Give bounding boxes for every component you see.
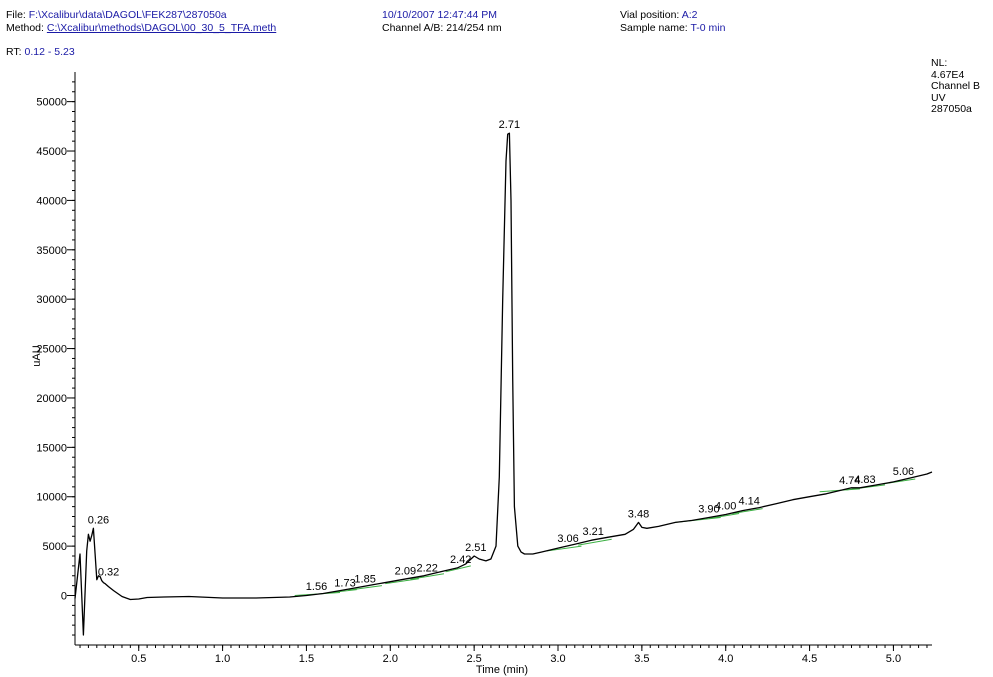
x-tick-label: 3.0 xyxy=(550,653,565,665)
y-tick-label: 10000 xyxy=(36,492,67,504)
peak-baseline xyxy=(708,513,740,519)
peak-label: 3.48 xyxy=(628,508,649,520)
method-row: Method: C:\Xcalibur\methods\DAGOL\00_30_… xyxy=(6,22,276,34)
y-tick-label: 25000 xyxy=(36,344,67,356)
sample-value: T-0 min xyxy=(690,22,726,34)
peak-label: 4.14 xyxy=(738,496,759,508)
x-tick-label: 4.5 xyxy=(802,653,817,665)
y-tick-label: 30000 xyxy=(36,294,67,306)
info-detector: UV xyxy=(931,91,946,104)
channel-label: Channel A/B: xyxy=(382,22,444,34)
peak-label: 2.42 xyxy=(450,554,471,566)
vial-value: A:2 xyxy=(681,9,698,21)
uv-trace-line xyxy=(74,132,933,636)
peak-label: 4.00 xyxy=(715,501,736,513)
peak-label: 2.71 xyxy=(499,119,520,131)
file-path-row: File: F:\Xcalibur\data\DAGOL\FEK287\2870… xyxy=(6,9,227,21)
trace-info: NL: 4.67E4 Channel B UV 287050a xyxy=(931,57,981,116)
x-tick-label: 2.5 xyxy=(467,653,482,665)
nl-label: NL: xyxy=(931,57,948,69)
peak-label: 2.22 xyxy=(416,562,437,574)
channel-value: 214/254 nm xyxy=(446,22,502,34)
vial-row: Vial position: A:2 xyxy=(620,9,697,21)
y-tick-label: 40000 xyxy=(36,195,67,207)
peak-label: 2.09 xyxy=(395,566,416,578)
peak-label: 0.32 xyxy=(98,567,119,579)
sample-row: Sample name: T-0 min xyxy=(620,22,725,34)
peak-label: 0.26 xyxy=(88,514,109,526)
peak-baseline xyxy=(578,538,612,546)
peak-label: 5.06 xyxy=(893,466,914,478)
y-tick-label: 5000 xyxy=(43,541,67,553)
info-channel: Channel B xyxy=(931,80,981,92)
peak-label: 4.83 xyxy=(854,474,875,486)
x-tick-label: 0.5 xyxy=(131,653,146,665)
peak-label: 1.73 xyxy=(334,578,355,590)
rt-range-value: 0.12 - 5.23 xyxy=(24,46,75,58)
peak-baseline xyxy=(546,545,582,552)
peak-label: 1.56 xyxy=(306,581,327,593)
method-label: Method: xyxy=(6,22,44,34)
y-tick-label: 15000 xyxy=(36,442,67,454)
y-tick-label: 35000 xyxy=(36,245,67,257)
peak-label: 3.90 xyxy=(698,503,719,515)
x-tick-label: 2.0 xyxy=(383,653,398,665)
peak-label: 3.06 xyxy=(557,533,578,545)
peak-label: 4.74 xyxy=(839,475,860,487)
y-axis-label: uAU xyxy=(31,345,43,366)
y-tick-label: 20000 xyxy=(36,393,67,405)
peak-baseline xyxy=(385,578,419,585)
peak-labels: 0.26 0.32 1.56 1.731.85 2.09 2.22 2.422.51 2.71… xyxy=(88,119,914,593)
x-axis-label: Time (min) xyxy=(476,664,528,676)
file-label: File: xyxy=(6,9,26,21)
info-file: 287050a xyxy=(931,103,972,115)
vial-label: Vial position: xyxy=(620,9,680,21)
x-tick-label: 3.5 xyxy=(634,653,649,665)
x-tick-label: 5.0 xyxy=(886,653,901,665)
nl-value: 4.67E4 xyxy=(931,68,965,81)
x-tick-label: 4.0 xyxy=(718,653,733,665)
peak-baseline xyxy=(445,565,471,573)
method-value: C:\Xcalibur\methods\DAGOL\00_30_5_TFA.me… xyxy=(46,22,277,34)
trace-group xyxy=(74,132,933,636)
peak-label: 2.51 xyxy=(465,542,486,554)
x-tick-label: 1.5 xyxy=(299,653,314,665)
x-tick-label: 1.0 xyxy=(215,653,230,665)
channel-row: Channel A/B: 214/254 nm xyxy=(382,22,502,34)
rt-range-row: RT: 0.12 - 5.23 xyxy=(6,46,75,58)
peak-label: 3.21 xyxy=(583,526,604,538)
sample-label: Sample name: xyxy=(620,22,688,34)
y-tick-label: 0 xyxy=(61,591,67,603)
peak-baseline xyxy=(410,573,445,580)
y-tick-label: 50000 xyxy=(36,97,67,109)
peak-baseline xyxy=(348,585,382,591)
peak-baseline xyxy=(732,508,763,515)
peak-label: 1.85 xyxy=(354,574,375,586)
file-path-value: F:\Xcalibur\data\DAGOL\FEK287\287050a xyxy=(28,9,227,21)
rt-label: RT: xyxy=(6,46,22,58)
y-tick-label: 45000 xyxy=(36,146,67,158)
axes-group: 0 5000 10000 15000 20000 25000 30000 35000 40000… xyxy=(36,72,932,665)
acquisition-datetime: 10/10/2007 12:47:44 PM xyxy=(382,9,498,21)
